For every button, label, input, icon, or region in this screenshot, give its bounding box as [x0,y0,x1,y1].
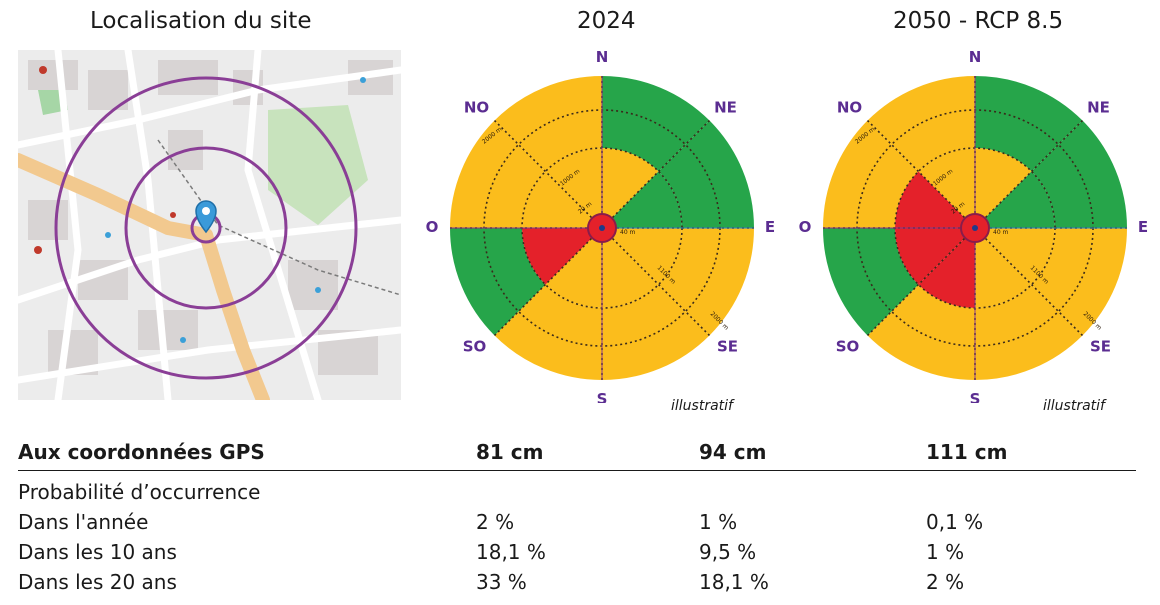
rose-distance-label: 40 m [620,229,636,236]
row-label: Dans les 20 ans [18,570,177,594]
row-value: 33 % [476,570,527,594]
rose-direction-label: SE [1090,337,1111,355]
table-row: Dans l'année 2 % 1 % 0,1 % [18,510,1136,538]
rose-axis [866,119,976,229]
rose-sector-inner [975,148,1032,228]
rose-direction-label: S [970,390,981,403]
rose-direction-label: N [596,48,609,66]
table-header-rule [18,470,1136,471]
rose-direction-label: SO [463,337,487,355]
row-value: 1 % [699,510,738,534]
rose-axis [974,227,1084,337]
row-label: Dans les 10 ans [18,540,177,564]
rose-sector-inner [522,228,602,285]
rose-sector-inner [545,228,602,308]
rose-direction-label: NE [1087,99,1110,117]
rose-axis [493,227,603,337]
rose-2024-title: 2024 [577,8,636,34]
rose-direction-label: E [765,218,775,236]
rose-axis [866,227,976,337]
rose-sector-inner [522,171,602,228]
row-label: Dans l'année [18,510,149,534]
row-value: 18,1 % [699,570,769,594]
gps-label: Aux coordonnées GPS [18,440,265,464]
rose-sector-inner [545,148,602,228]
rose-sector-outer [602,284,710,380]
table-header-row: Aux coordonnées GPS 81 cm 94 cm 111 cm [18,440,1136,468]
rose-sector-inner [975,228,1032,308]
rose-sector-outer [658,120,754,228]
rose-sector-outer [867,76,975,172]
rose-sector-outer [494,76,602,172]
table-subheader-row: Probabilité d’occurrence [18,480,1136,508]
row-value: 1 % [926,540,965,564]
site-location-map [18,50,401,400]
rose-sector-inner [918,148,975,228]
row-value: 9,5 % [699,540,757,564]
table-row: Dans les 10 ans 18,1 % 9,5 % 1 % [18,540,1136,568]
height-2024-a: 81 cm [476,440,544,464]
rose-direction-label: S [597,390,608,403]
table-row: Dans les 20 ans 33 % 18,1 % 2 % [18,570,1136,598]
rose-axis [974,119,1084,229]
rose-direction-label: N [969,48,982,66]
rose-direction-label: NO [464,99,489,117]
rose-sector-inner [602,228,659,308]
rose-sector-inner [602,228,682,285]
rose-axis [601,227,711,337]
rose-sector-inner [602,148,659,228]
rose-sector-inner [895,171,975,228]
rose-2050-title: 2050 - RCP 8.5 [893,8,1064,34]
rose-distance-label: 40 m [993,229,1009,236]
rose-direction-label: O [426,218,439,236]
row-value: 2 % [476,510,515,534]
rose-axis [493,119,603,229]
row-value: 2 % [926,570,965,594]
rose-direction-label: NE [714,99,737,117]
rose-axis [601,119,711,229]
rose-sector-outer [975,284,1083,380]
row-value: 0,1 % [926,510,984,534]
rose-center-dot [972,225,978,231]
rose-sector-outer [1031,120,1127,228]
height-2024-b: 94 cm [699,440,767,464]
rose-2050-note: illustratif [1043,398,1105,414]
rose-direction-label: E [1138,218,1148,236]
probability-subheader: Probabilité d’occurrence [18,480,261,504]
map-title: Localisation du site [90,8,312,34]
rose-center-dot [599,225,605,231]
rose-sector-inner [895,228,975,285]
rose-sector-inner [602,171,682,228]
row-value: 18,1 % [476,540,546,564]
location-pin-icon [195,200,217,234]
rose-sector-inner [975,171,1055,228]
rose-direction-label: NO [837,99,862,117]
rose-sector-outer [450,228,546,336]
rose-sector-inner [975,228,1055,285]
rose-2024-note: illustratif [671,398,733,414]
height-2050: 111 cm [926,440,1008,464]
rose-direction-label: O [799,218,812,236]
rose-sector-outer [823,228,919,336]
rose-direction-label: SE [717,337,738,355]
rose-sector-inner [918,228,975,308]
rose-direction-label: SO [836,337,860,355]
